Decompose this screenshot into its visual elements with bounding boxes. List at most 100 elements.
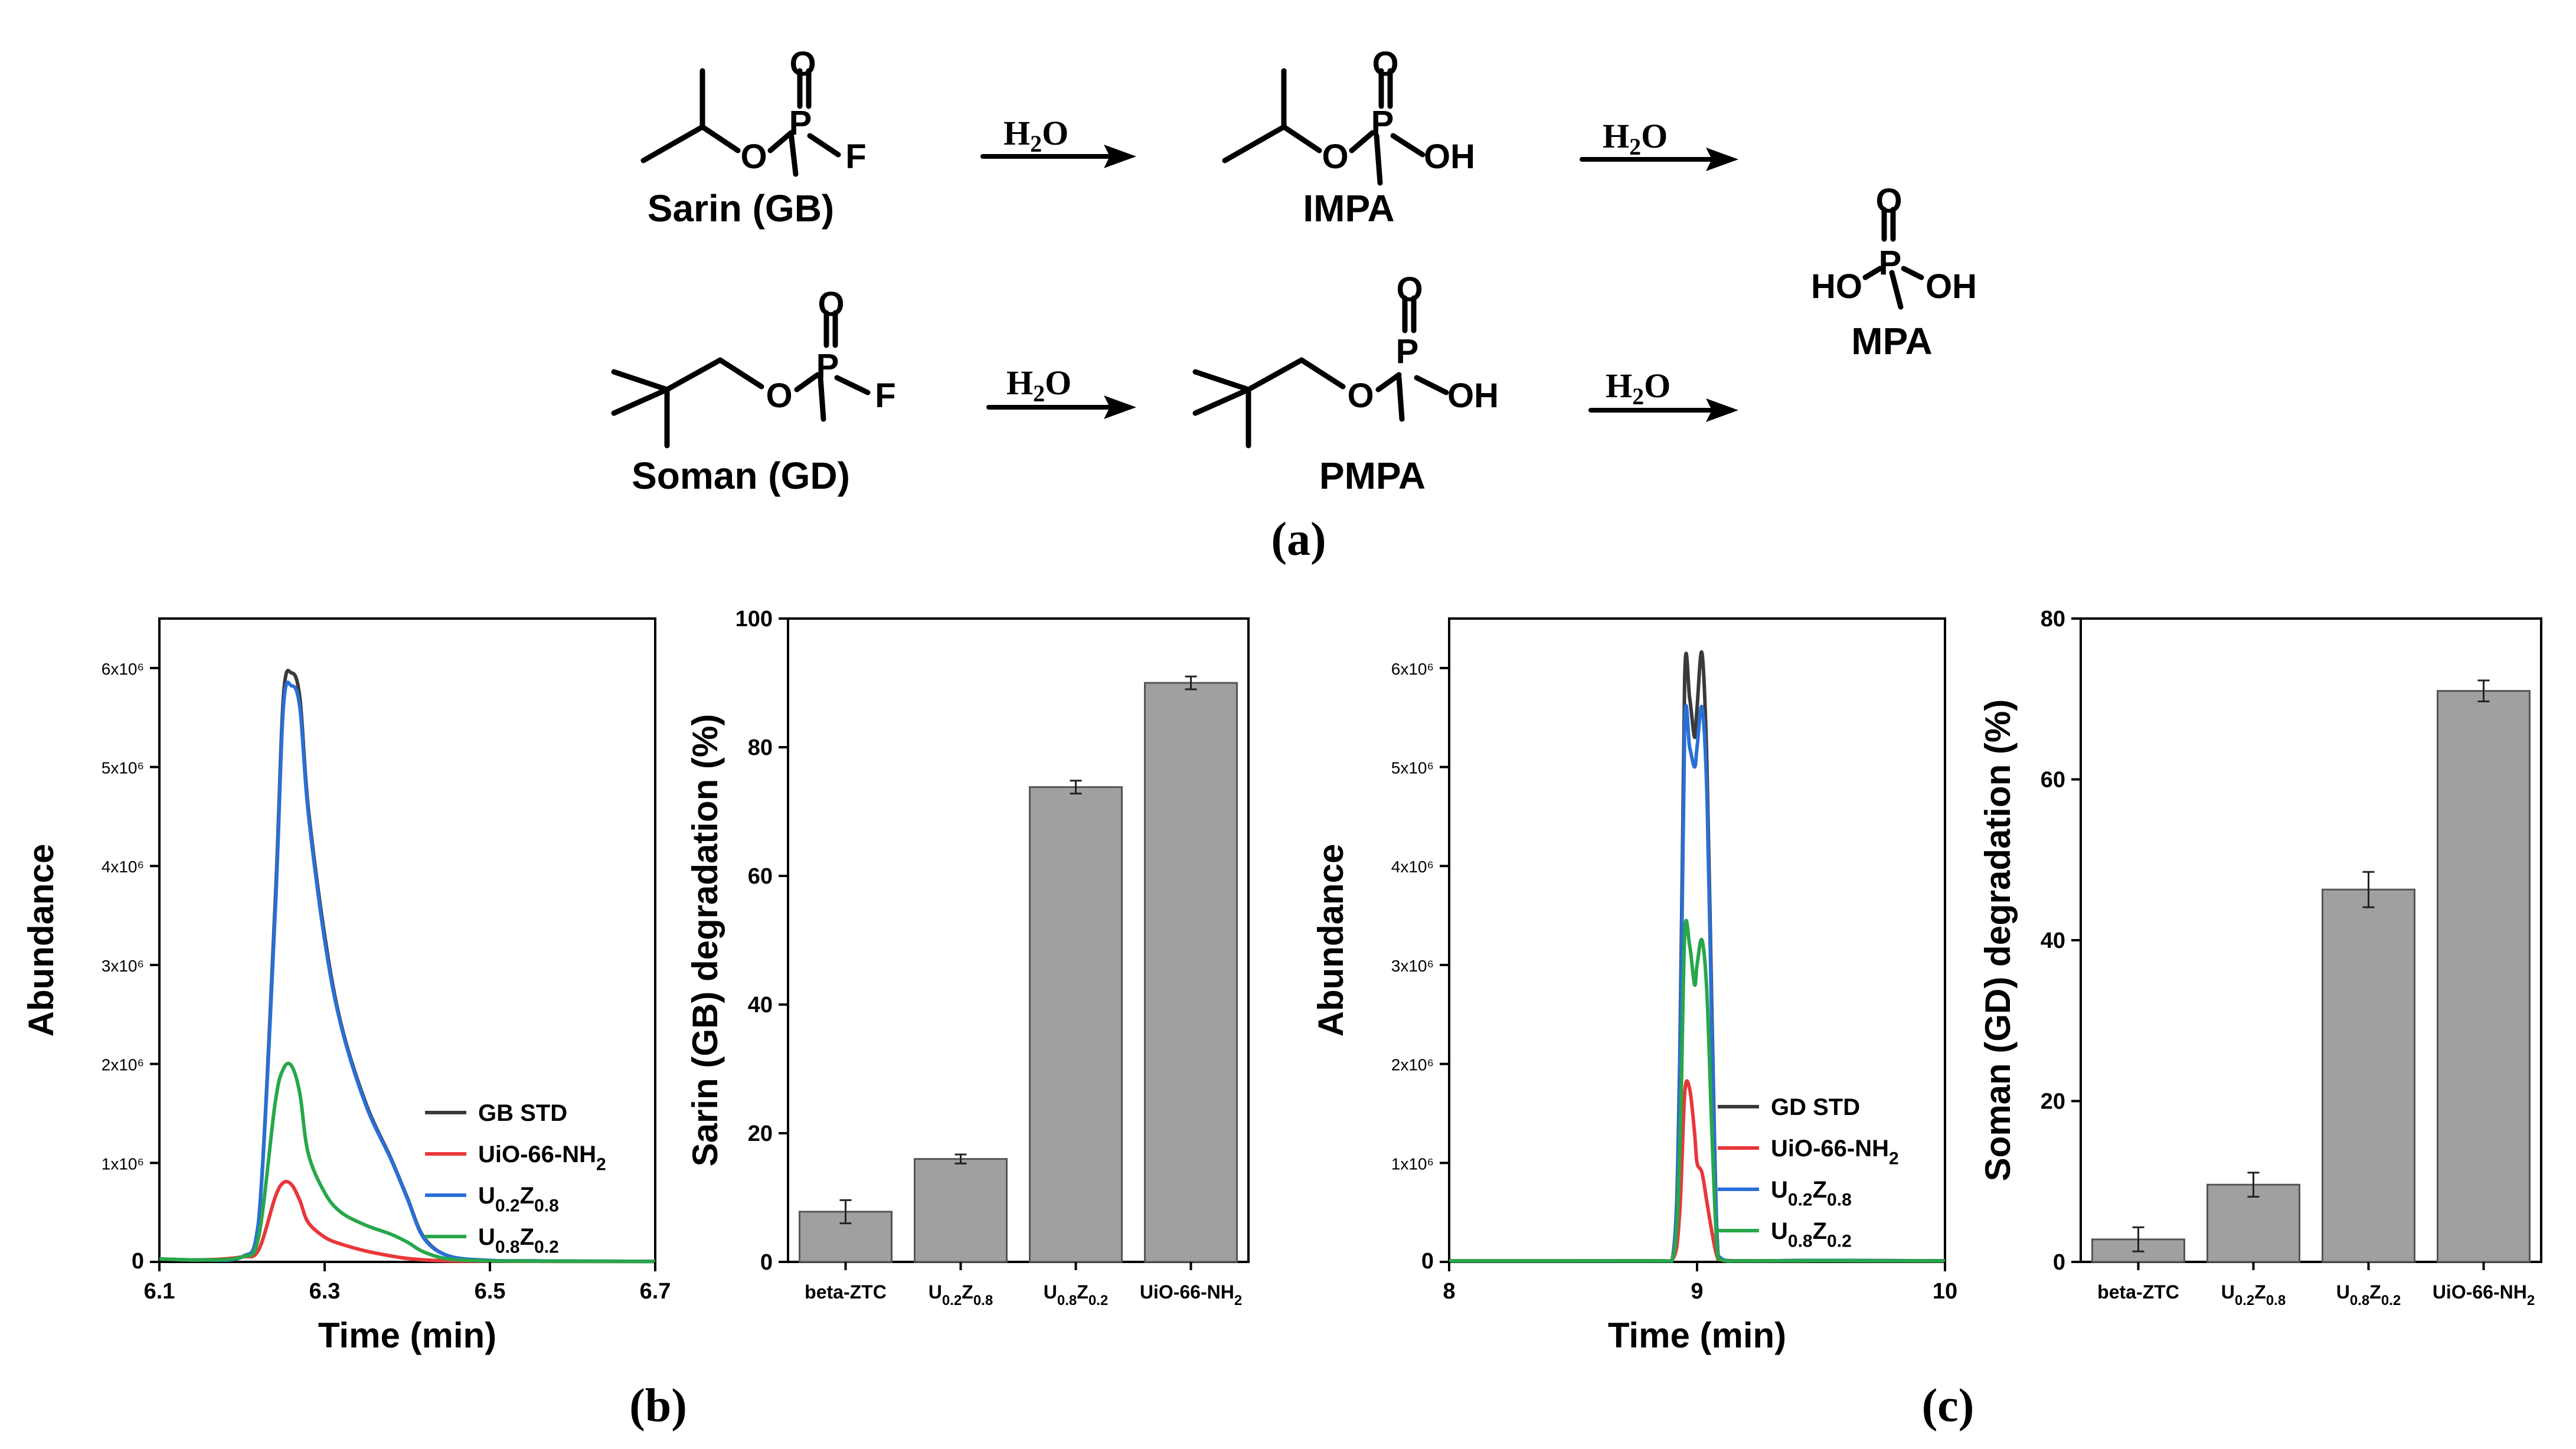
- panel-label-b: (b): [629, 1380, 687, 1432]
- atom-p: P: [789, 104, 812, 142]
- atom-o: O: [740, 138, 767, 176]
- impa-label: IMPA: [1303, 187, 1394, 230]
- reagent-h2o: H2O: [1006, 364, 1071, 407]
- atom-oh: OH: [1926, 267, 1977, 306]
- x-tick-label: 6.3: [309, 1279, 341, 1304]
- chart-b-degradation-bars: beta-ZTC U0.2Z0.8 U0.8Z0.2 UiO-66-NH2 0 20 40 6…: [685, 607, 1250, 1309]
- y-axis-title: Abundance: [1311, 844, 1351, 1037]
- chart-c-chromatogram: 8 9 10 0 1x10⁶ 2x10⁶ 3x10⁶ 4x10⁶ 5x10⁶ 6x10⁶ Time …: [1311, 617, 1957, 1355]
- panel-label-a: (a): [1271, 513, 1326, 565]
- y-axis-title: Abundance: [21, 844, 61, 1037]
- series-line-std: [159, 669, 656, 1264]
- legend-label: U0.8Z0.2: [478, 1224, 559, 1257]
- mpa-structure: [1862, 207, 1924, 310]
- x-tick-label: beta-ZTC: [805, 1281, 887, 1303]
- y-tick-label: 100: [735, 607, 773, 632]
- y-tick-label: 1x10⁶: [102, 1154, 144, 1173]
- atom-ho: HO: [1811, 267, 1862, 306]
- reagent-h2o: H2O: [1603, 117, 1668, 160]
- x-tick-label: U0.8Z0.2: [2336, 1281, 2401, 1309]
- soman-label: Soman (GD): [632, 454, 850, 497]
- atom-p: P: [1371, 104, 1394, 142]
- x-tick-label: U0.2Z0.8: [929, 1281, 993, 1309]
- series-line-uio: [1449, 1079, 1946, 1263]
- atom-p: P: [1879, 244, 1902, 282]
- bar: [2437, 690, 2531, 1263]
- x-axis-title: Time (min): [1608, 1316, 1786, 1355]
- series-line-u02z08: [159, 681, 656, 1264]
- x-tick-label: 9: [1691, 1279, 1703, 1304]
- atom-o: O: [1372, 45, 1398, 83]
- molecule-names: Sarin (GB) IMPA MPA Soman (GD) PMPA: [632, 187, 1933, 497]
- legend-label: GD STD: [1771, 1094, 1860, 1120]
- sarin-structure: [640, 68, 841, 177]
- x-tick-label: U0.2Z0.8: [2221, 1281, 2286, 1309]
- bar: [2322, 888, 2415, 1263]
- bar: [1144, 682, 1238, 1263]
- y-tick-label: 40: [2041, 928, 2065, 953]
- series-line-u08z02: [159, 1061, 656, 1264]
- y-tick-label: 5x10⁶: [1391, 759, 1434, 777]
- atom-p: P: [816, 347, 839, 385]
- atom-o: O: [766, 377, 792, 415]
- x-tick-label: UiO-66-NH2: [1140, 1281, 1242, 1309]
- series-line-u08z02: [1449, 918, 1946, 1263]
- y-tick-label: 0: [760, 1250, 773, 1275]
- reaction-scheme: [611, 68, 1924, 449]
- sarin-label: Sarin (GB): [648, 187, 834, 230]
- x-tick-label: 6.1: [144, 1279, 175, 1304]
- y-axis-title: Soman (GD) degradation (%): [1978, 699, 2018, 1182]
- y-tick-label: 1x10⁶: [1391, 1154, 1434, 1173]
- plot-frame: [787, 617, 1250, 1263]
- y-tick-label: 80: [748, 735, 773, 760]
- y-tick-label: 5x10⁶: [102, 759, 144, 777]
- mpa-label: MPA: [1851, 320, 1932, 362]
- y-axis-title: Sarin (GB) degradation (%): [685, 714, 725, 1167]
- atom-oh: OH: [1447, 377, 1499, 415]
- reaction-arrows: [980, 154, 1720, 413]
- atom-o: O: [1396, 270, 1423, 309]
- y-tick-label: 6x10⁶: [1391, 660, 1434, 678]
- y-tick-label: 0: [2053, 1250, 2065, 1275]
- y-tick-label: 4x10⁶: [1391, 858, 1434, 876]
- legend-label: U0.2Z0.8: [1771, 1177, 1852, 1210]
- impa-structure: [1222, 68, 1426, 186]
- plot-frame: [158, 617, 656, 1263]
- panel-label-c: (c): [1922, 1380, 1975, 1432]
- chart-b-chromatogram: 6.1 6.3 6.5 6.7 0 1x10⁶ 2x10⁶ 3x10⁶ 4x10⁶ 5x10⁶ 6x…: [21, 617, 671, 1355]
- y-tick-label: 4x10⁶: [102, 858, 144, 876]
- soman-structure: [611, 310, 871, 449]
- atom-p: P: [1396, 332, 1419, 371]
- y-tick-label: 80: [2041, 607, 2065, 632]
- x-tick-label: 8: [1443, 1279, 1455, 1304]
- y-tick-label: 20: [2041, 1090, 2065, 1114]
- pmpa-structure: [1192, 295, 1449, 449]
- x-tick-label: U0.8Z0.2: [1044, 1281, 1108, 1309]
- y-tick-label: 40: [748, 993, 773, 1018]
- atom-o: O: [789, 45, 816, 83]
- atom-o: O: [1322, 138, 1348, 176]
- reagent-h2o: H2O: [1606, 367, 1671, 410]
- atom-f: F: [875, 377, 895, 415]
- arrow-heads: [1104, 145, 1738, 422]
- x-axis-title: Time (min): [318, 1316, 496, 1355]
- legend-label: GB STD: [478, 1100, 567, 1126]
- atom-o: O: [1347, 377, 1374, 415]
- legend-label: U0.8Z0.2: [1771, 1218, 1852, 1251]
- y-tick-label: 3x10⁶: [102, 957, 144, 975]
- y-tick-label: 2x10⁶: [1391, 1056, 1434, 1074]
- reagent-h2o: H2O: [1003, 114, 1068, 157]
- chart-c-degradation-bars: beta-ZTC U0.2Z0.8 U0.8Z0.2 UiO-66-NH2 0 20 40 6…: [1978, 607, 2542, 1309]
- atom-oh: OH: [1424, 138, 1475, 176]
- y-tick-label: 6x10⁶: [102, 660, 144, 678]
- legend-label: UiO-66-NH2: [478, 1141, 606, 1175]
- pmpa-label: PMPA: [1319, 454, 1426, 497]
- x-tick-label: 10: [1933, 1279, 1957, 1304]
- y-tick-label: 0: [1421, 1249, 1434, 1274]
- legend-label: UiO-66-NH2: [1771, 1136, 1899, 1169]
- y-tick-label: 60: [748, 864, 773, 889]
- atom-labels: O P O F O P O OH O P HO OH O P O F O P O…: [740, 45, 1977, 415]
- y-tick-label: 2x10⁶: [102, 1056, 144, 1074]
